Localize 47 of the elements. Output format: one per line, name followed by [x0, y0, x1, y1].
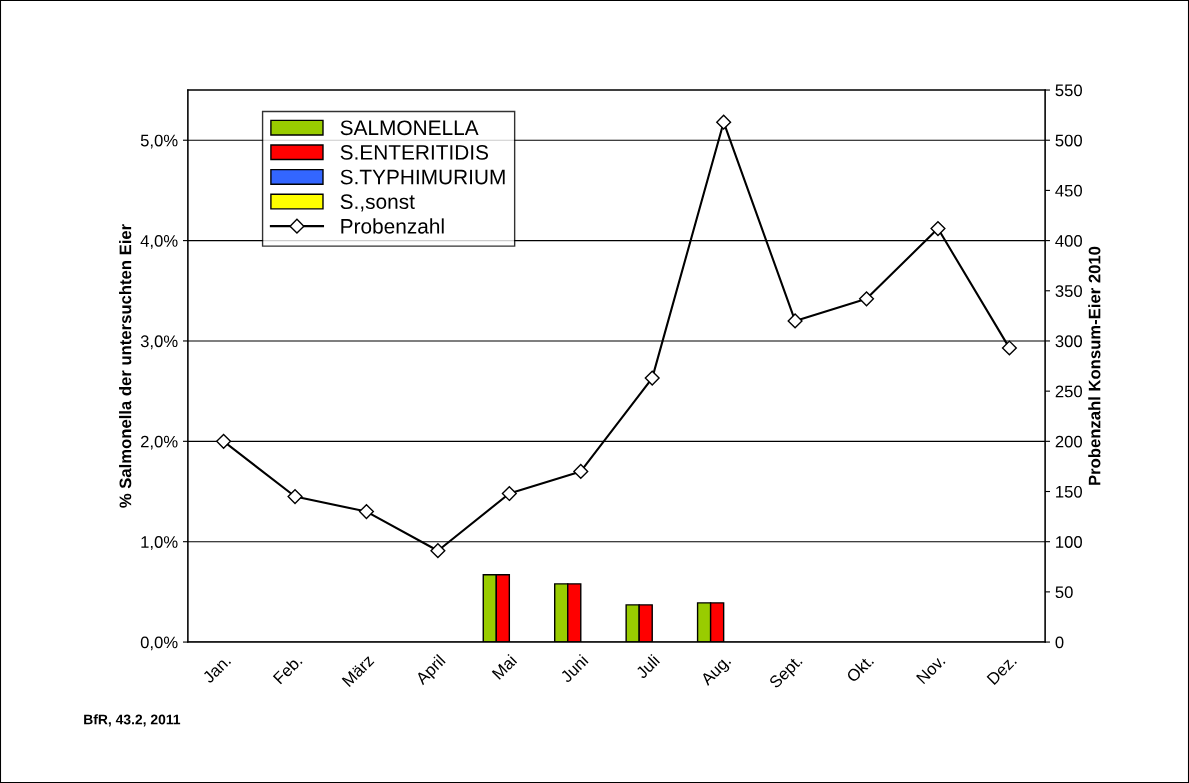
- y2-tick-label: 500: [1055, 134, 1083, 147]
- text: BfR, 43.2, 2011: [84, 714, 181, 727]
- legend-label: SALMONELLA: [340, 120, 479, 136]
- point: [216, 433, 232, 449]
- legend-label: S.TYPHIMURIUM: [340, 169, 505, 185]
- legend-label: S.ENTERITIDIS: [340, 145, 489, 160]
- point: [358, 504, 375, 520]
- legend-label: Probenzahl: [341, 218, 444, 234]
- point: [716, 114, 732, 130]
- point: [430, 543, 446, 559]
- x-tick-label: Dez.: [986, 654, 1017, 686]
- point: [930, 220, 946, 237]
- point: [501, 485, 517, 502]
- x-tick-label: Aug.: [699, 654, 734, 689]
- y2-tick-label: 450: [1055, 184, 1083, 197]
- point: [644, 370, 660, 386]
- y2-tick-label: 550: [1055, 84, 1083, 97]
- y-tick-label: 5,0%: [140, 134, 178, 149]
- x-tick-label: Nov.: [916, 654, 946, 685]
- x-tick-label: Juli: [634, 653, 661, 680]
- y-tick-label: 1,0%: [141, 536, 178, 550]
- x-tick-label: Jan.: [201, 654, 232, 684]
- point: [287, 488, 303, 505]
- x-tick-label: Okt.: [845, 654, 875, 683]
- point: [858, 291, 875, 307]
- x-tick-label: Mai: [491, 653, 518, 680]
- y2-tick-label: 100: [1056, 536, 1083, 548]
- y2-tick-label: 0: [1055, 636, 1064, 649]
- y-tick-label: 2,0%: [140, 435, 178, 450]
- y2-axis-title: Probenzahl Konsum-Eier 2010: [1088, 246, 1101, 485]
- y2-tick-label: 50: [1055, 586, 1073, 599]
- point: [573, 463, 589, 480]
- y2-tick-label: 150: [1056, 485, 1083, 498]
- y-tick-label: 4,0%: [140, 235, 178, 249]
- legend-label: S.,sonst: [340, 194, 415, 212]
- y2-tick-label: 250: [1055, 385, 1083, 398]
- point: [1001, 340, 1017, 356]
- y2-tick-label: 300: [1055, 335, 1083, 348]
- x-tick-label: Juni: [559, 653, 589, 684]
- y2-tick-label: 350: [1055, 285, 1083, 297]
- point: [787, 313, 803, 329]
- y-tick-label: 0,0%: [140, 636, 178, 651]
- y2-tick-label: 400: [1055, 235, 1083, 247]
- y-tick-label: 3,0%: [140, 335, 178, 350]
- y-axis-title: % Salmonella der untersuchten Eier: [119, 224, 132, 508]
- x-tick-label: Feb.: [272, 654, 303, 685]
- y2-tick-label: 200: [1055, 435, 1083, 448]
